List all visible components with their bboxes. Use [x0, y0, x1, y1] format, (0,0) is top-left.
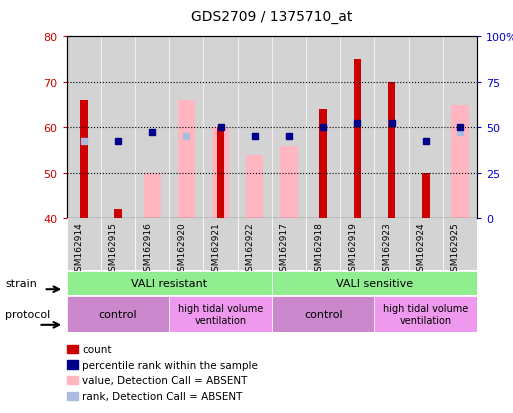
Text: GSM162923: GSM162923 — [383, 221, 391, 276]
Bar — [144, 173, 161, 219]
Bar — [353, 60, 361, 219]
Text: high tidal volume
ventilation: high tidal volume ventilation — [178, 304, 263, 325]
Text: value, Detection Call = ABSENT: value, Detection Call = ABSENT — [82, 375, 247, 385]
Text: percentile rank within the sample: percentile rank within the sample — [82, 360, 258, 370]
Bar — [212, 128, 229, 219]
Text: GSM162925: GSM162925 — [451, 221, 460, 276]
Bar — [169, 37, 204, 219]
Bar — [135, 219, 169, 271]
Text: strain: strain — [5, 278, 37, 288]
Bar — [101, 37, 135, 219]
Bar — [67, 37, 101, 219]
Bar — [306, 219, 340, 271]
Text: GSM162922: GSM162922 — [246, 221, 255, 276]
Bar — [169, 219, 204, 271]
Bar — [246, 155, 263, 219]
Bar — [67, 296, 169, 332]
Text: GSM162921: GSM162921 — [211, 221, 221, 276]
Text: GSM162918: GSM162918 — [314, 221, 323, 276]
Bar — [306, 37, 340, 219]
Bar — [340, 219, 374, 271]
Bar — [443, 219, 477, 271]
Bar — [80, 101, 88, 219]
Text: GSM162915: GSM162915 — [109, 221, 118, 276]
Bar — [135, 37, 169, 219]
Bar — [272, 296, 374, 332]
Text: GSM162916: GSM162916 — [143, 221, 152, 276]
Text: high tidal volume
ventilation: high tidal volume ventilation — [383, 304, 468, 325]
Bar — [169, 296, 272, 332]
Text: GDS2709 / 1375710_at: GDS2709 / 1375710_at — [191, 10, 352, 24]
Bar — [114, 210, 122, 219]
Bar — [422, 173, 429, 219]
Text: GSM162917: GSM162917 — [280, 221, 289, 276]
Text: GSM162919: GSM162919 — [348, 221, 358, 276]
Bar — [451, 105, 468, 219]
Text: GSM162914: GSM162914 — [75, 221, 84, 276]
Bar — [340, 37, 374, 219]
Bar — [409, 219, 443, 271]
Text: GSM162920: GSM162920 — [177, 221, 186, 276]
Bar — [272, 37, 306, 219]
Text: VALI sensitive: VALI sensitive — [336, 278, 413, 288]
Bar — [272, 271, 477, 295]
Bar — [374, 37, 409, 219]
Text: GSM162924: GSM162924 — [417, 221, 426, 276]
Bar — [178, 101, 195, 219]
Text: protocol: protocol — [5, 309, 50, 319]
Bar — [204, 37, 238, 219]
Bar — [388, 83, 396, 219]
Bar — [374, 296, 477, 332]
Bar — [374, 219, 409, 271]
Bar — [272, 219, 306, 271]
Text: count: count — [82, 344, 112, 354]
Bar — [204, 219, 238, 271]
Bar — [67, 271, 272, 295]
Text: VALI resistant: VALI resistant — [131, 278, 207, 288]
Bar — [320, 110, 327, 219]
Bar — [281, 146, 298, 219]
Bar — [238, 219, 272, 271]
Text: control: control — [304, 309, 343, 319]
Text: rank, Detection Call = ABSENT: rank, Detection Call = ABSENT — [82, 391, 243, 401]
Bar — [101, 219, 135, 271]
Bar — [238, 37, 272, 219]
Bar — [67, 219, 101, 271]
Text: control: control — [98, 309, 137, 319]
Bar — [443, 37, 477, 219]
Bar — [409, 37, 443, 219]
Bar — [217, 128, 224, 219]
